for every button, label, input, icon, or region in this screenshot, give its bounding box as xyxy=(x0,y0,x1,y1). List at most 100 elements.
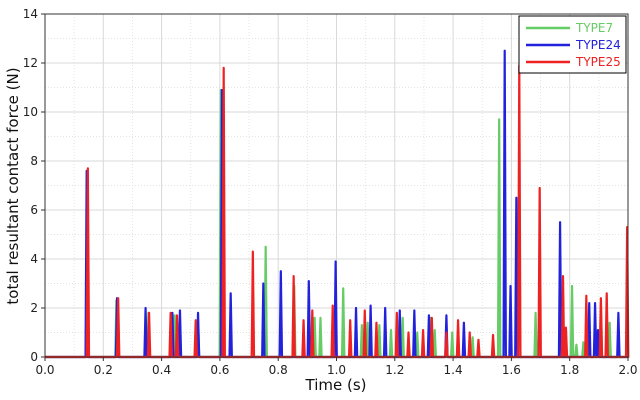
data-point xyxy=(293,275,295,277)
data-point xyxy=(195,319,197,321)
data-point xyxy=(302,319,305,321)
y-tick-label: 2 xyxy=(30,301,38,315)
legend: TYPE7 TYPE24 TYPE25 xyxy=(518,15,627,74)
data-point xyxy=(606,292,608,294)
legend-label: TYPE25 xyxy=(575,55,621,69)
y-tick-label: 10 xyxy=(23,105,38,119)
data-point xyxy=(407,331,410,334)
data-point xyxy=(332,304,334,307)
data-point xyxy=(148,312,150,314)
legend-label: TYPE24 xyxy=(575,38,621,52)
data-point xyxy=(588,302,590,304)
data-point xyxy=(262,282,264,285)
y-tick-label: 12 xyxy=(23,56,38,70)
x-tick-label: 1.4 xyxy=(444,363,463,377)
data-point xyxy=(469,331,471,334)
data-point xyxy=(402,317,404,319)
data-point xyxy=(349,319,351,321)
data-point xyxy=(252,251,254,253)
x-tick-label: 1.6 xyxy=(502,363,521,377)
x-axis-label: Time (s) xyxy=(305,376,367,394)
data-point xyxy=(364,309,366,312)
data-point xyxy=(308,280,310,282)
data-point xyxy=(575,344,578,346)
data-point xyxy=(463,322,465,324)
x-tick-label: 0.0 xyxy=(35,363,54,377)
data-point xyxy=(582,341,585,343)
y-tick-label: 14 xyxy=(23,7,38,21)
data-point xyxy=(617,312,619,314)
y-tick-label: 0 xyxy=(30,350,38,364)
axis-ticks: 0.0 0.2 0.4 0.6 0.8 1.0 1.2 1.4 1.6 1.8 2.0 0 2 4 6 8 10… xyxy=(23,7,638,377)
data-point xyxy=(457,319,459,321)
x-tick-label: 2.0 xyxy=(618,363,637,377)
data-point xyxy=(565,327,567,329)
data-point xyxy=(445,331,447,334)
x-tick-label: 0.6 xyxy=(210,363,229,377)
data-point xyxy=(559,221,561,223)
data-point xyxy=(378,324,380,326)
data-point xyxy=(179,309,181,312)
data-point xyxy=(396,312,398,314)
data-point xyxy=(117,297,119,299)
y-axis-label: total resultant contact force (N) xyxy=(4,67,22,304)
data-point xyxy=(492,334,494,336)
data-point xyxy=(472,336,474,338)
data-point xyxy=(434,329,436,331)
data-point xyxy=(221,89,223,91)
data-point xyxy=(174,314,176,316)
data-point xyxy=(370,304,372,307)
y-tick-label: 6 xyxy=(30,203,38,217)
legend-label: TYPE7 xyxy=(575,21,613,35)
data-point xyxy=(445,314,447,316)
data-point xyxy=(509,285,512,287)
x-tick-label: 0.8 xyxy=(269,363,288,377)
data-point xyxy=(609,322,611,324)
data-point xyxy=(197,312,199,314)
data-point xyxy=(361,324,363,326)
data-point xyxy=(390,329,392,331)
data-point xyxy=(585,295,587,297)
data-point xyxy=(375,322,378,324)
data-point xyxy=(314,317,316,319)
data-point xyxy=(170,312,172,314)
data-point xyxy=(399,309,401,312)
data-point xyxy=(498,118,500,120)
data-point xyxy=(87,167,89,169)
data-point xyxy=(171,312,173,314)
data-point xyxy=(534,312,537,314)
data-point xyxy=(571,285,573,287)
data-point xyxy=(342,287,344,289)
data-point xyxy=(319,317,322,319)
data-point xyxy=(384,307,386,309)
y-tick-label: 4 xyxy=(30,252,38,266)
data-point xyxy=(515,197,517,199)
data-point xyxy=(422,329,424,331)
data-point xyxy=(539,187,541,189)
data-point xyxy=(223,67,225,69)
x-tick-label: 1.2 xyxy=(385,363,404,377)
data-point xyxy=(431,317,433,319)
data-point xyxy=(280,270,282,272)
x-tick-label: 0.2 xyxy=(94,363,113,377)
data-point xyxy=(451,331,453,334)
data-point xyxy=(594,302,596,304)
data-point xyxy=(311,309,313,312)
data-point xyxy=(626,226,628,228)
data-point xyxy=(367,322,369,324)
x-tick-label: 1.8 xyxy=(560,363,579,377)
data-point xyxy=(230,292,232,294)
data-point xyxy=(597,329,599,331)
data-point xyxy=(504,50,506,52)
data-point xyxy=(416,331,418,334)
x-tick-label: 0.4 xyxy=(152,363,171,377)
data-point xyxy=(428,314,430,316)
data-point xyxy=(335,260,337,263)
y-tick-label: 8 xyxy=(30,154,38,168)
data-point xyxy=(477,339,480,341)
data-point xyxy=(265,246,267,248)
data-point xyxy=(144,307,147,309)
data-point xyxy=(176,314,178,316)
data-point xyxy=(413,309,415,312)
